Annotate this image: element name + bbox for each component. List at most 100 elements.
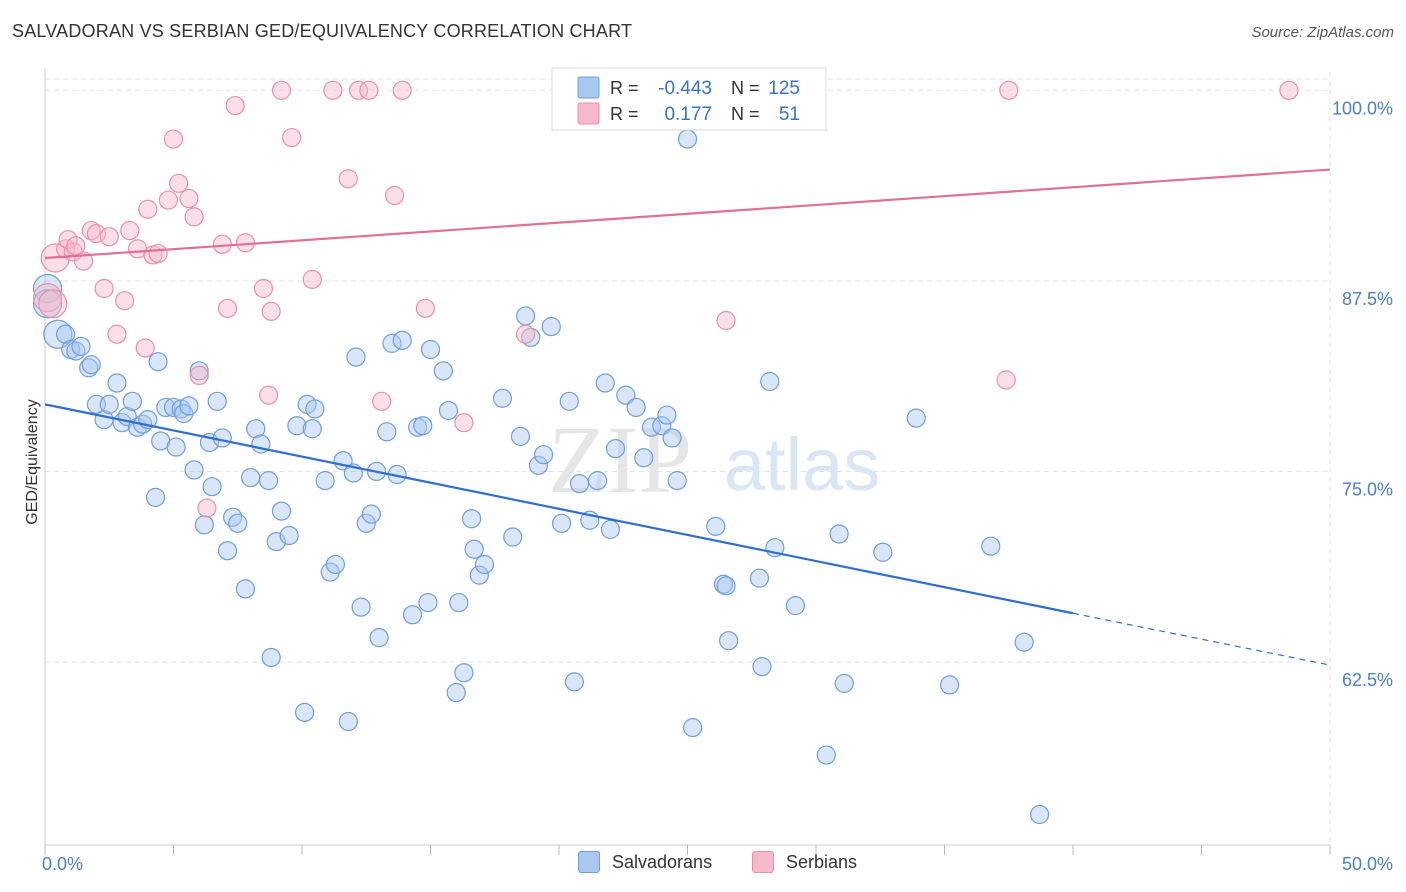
salvadoran-point-36 [223,507,243,527]
salvadoran-point-85 [515,306,536,326]
salvadoran-point-35 [217,541,238,561]
salvadoran-point-39 [241,467,261,488]
serbian-point-24 [184,207,204,227]
serbian-point-19 [148,243,168,264]
legend-swatch-salvadorans [577,76,600,99]
salvadoran-point-48 [294,702,315,722]
salvadoran-point-119 [829,524,849,544]
salvadoran-point-68 [402,605,423,625]
salvadoran-point-86 [521,327,541,347]
serbian-point-22 [169,173,189,193]
salvadoran-point-102 [641,417,662,437]
y-tick-label-1: 75.0% [1342,479,1393,499]
salvadoran-point-84 [510,426,531,446]
salvadoran-point-78 [462,509,482,529]
salvadoran-trend-line [44,403,1074,615]
y-tick-label-0: 62.5% [1342,670,1393,690]
salvadoran-point-7 [79,358,99,378]
salvadoran-point-76 [449,592,469,613]
serbian-point-48 [716,310,736,331]
legend-r-label-2: R = [610,104,639,124]
salvadoran-point-80 [469,565,489,585]
serbian-point-33 [261,301,281,321]
salvadoran-point-99 [616,385,636,405]
serbian-point-41 [372,391,392,411]
salvadoran-point-81 [474,554,495,575]
salvadoran-point-91 [559,391,579,411]
salvadoran-point-109 [706,516,726,536]
axes [44,68,1331,855]
salvadoran-point-90 [551,513,572,533]
salvadoran-point-72 [420,339,441,360]
salvadoran-point-28 [184,460,204,480]
salvadoran-point-45 [271,501,292,521]
salvadoran-point-83 [503,527,523,547]
salvadoran-point-59 [351,597,371,617]
serbian-point-36 [302,269,322,289]
serbian-point-44 [415,298,435,318]
legend-n-label-1: N = [731,78,760,98]
legend-r-label-1: R = [610,78,639,98]
salvadoran-point-118 [816,745,836,765]
salvadoran-point-111 [716,576,736,596]
salvadoran-point-95 [587,471,608,491]
salvadoran-point-51 [305,399,325,419]
salvadoran-point-112 [719,631,739,651]
serbian-point-28 [217,298,238,318]
serbian-point-26 [197,498,217,518]
salvadoran-point-113 [749,568,770,588]
salvadoran-point-101 [634,448,654,468]
serbian-point-50 [999,80,1019,100]
salvadoran-point-15 [122,391,142,411]
stats-legend: R = -0.443 N = 125 R = 0.177 N = 51 [551,67,827,131]
legend-r-value-1: -0.443 [658,78,712,99]
legend-swatch-serbians [577,102,600,125]
serbian-trend-line [44,168,1331,260]
salvadoran-point-73 [433,361,453,381]
salvadoran-point-58 [346,347,366,367]
x-tick-label-0: 0.0% [42,854,83,874]
salvadoran-point-123 [940,675,960,695]
series-legend: Salvadorans Serbians [0,851,1406,877]
y-axis-label: GED/Equivalency [24,399,41,524]
legend-swatch-serbians-bottom [752,851,774,873]
serbian-point-4 [58,230,78,250]
salvadoran-point-12 [107,373,127,393]
salvadoran-point-82 [492,388,513,408]
salvadoran-point-121 [873,542,893,562]
salvadoran-point-114 [752,657,772,677]
legend-label-salvadorans: Salvadorans [612,851,713,872]
salvadoran-point-52 [315,471,335,491]
serbian-point-10 [94,278,114,299]
salvadoran-point-24 [166,437,186,457]
serbian-point-45 [454,413,474,433]
salvadoran-point-8 [81,355,101,375]
salvadoran-point-122 [906,408,926,428]
serbian-point-21 [163,129,184,149]
y-tick-label-3: 100.0% [1332,98,1393,118]
salvadoran-point-0 [32,273,63,304]
salvadoran-point-23 [163,397,184,418]
salvadoran-point-29 [189,361,209,381]
salvadoran-point-107 [677,129,698,149]
salvadoran-point-104 [657,405,677,425]
salvadoran-point-33 [207,391,227,411]
salvadoran-points [32,129,1050,825]
salvadoran-point-87 [528,455,549,475]
salvadoran-trend-extension [1072,612,1331,666]
legend-r-value-2: 0.177 [664,104,712,125]
serbian-point-39 [348,80,369,100]
salvadoran-point-3 [55,324,76,344]
salvadoran-point-97 [600,519,621,539]
salvadoran-point-125 [1014,632,1034,652]
salvadoran-point-124 [981,536,1001,556]
serbian-point-31 [253,278,274,299]
legend-swatch-salvadorans-bottom [578,851,600,873]
salvadoran-point-47 [287,416,307,436]
salvadoran-point-56 [338,711,358,732]
salvadoran-point-32 [202,477,222,497]
salvadoran-point-79 [464,539,484,559]
serbian-point-51 [1279,80,1299,100]
salvadoran-point-6 [71,336,91,357]
